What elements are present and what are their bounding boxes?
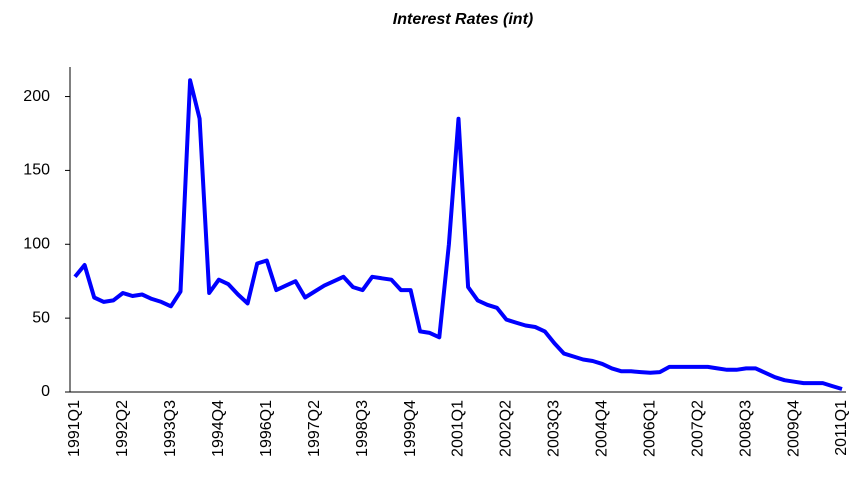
x-tick-label: 2009Q4 bbox=[785, 400, 802, 457]
x-tick-label: 1997Q2 bbox=[306, 400, 323, 457]
y-tick-label: 50 bbox=[32, 309, 50, 326]
x-tick-label: 2003Q3 bbox=[546, 400, 563, 457]
x-tick-label: 2007Q2 bbox=[689, 400, 706, 457]
x-tick-label: 2008Q3 bbox=[737, 400, 754, 457]
line bbox=[73, 78, 843, 391]
x-tick-label: 1992Q2 bbox=[114, 400, 131, 457]
x-tick-label: 2002Q2 bbox=[498, 400, 515, 457]
x-tick-label: 2004Q4 bbox=[594, 400, 611, 457]
x-tick-label: 1994Q4 bbox=[210, 400, 227, 457]
y-tick-label: 200 bbox=[23, 88, 50, 105]
y-tick-label: 150 bbox=[23, 162, 50, 179]
chart-title: Interest Rates (int) bbox=[393, 11, 533, 28]
x-tick-label: 1996Q1 bbox=[258, 400, 275, 457]
x-tick-label: 2001Q1 bbox=[450, 400, 467, 457]
y-tick-label: 0 bbox=[41, 383, 50, 400]
y-tick-label: 100 bbox=[23, 235, 50, 252]
x-tick-label: 1999Q4 bbox=[402, 400, 419, 457]
x-tick-label: 1993Q3 bbox=[162, 400, 179, 457]
x-tick-label: 1991Q1 bbox=[66, 400, 83, 457]
x-tick-label: 2011Q1 bbox=[833, 400, 850, 456]
x-tick-label: 1998Q3 bbox=[354, 400, 371, 457]
x-tick-label: 2006Q1 bbox=[641, 400, 658, 457]
